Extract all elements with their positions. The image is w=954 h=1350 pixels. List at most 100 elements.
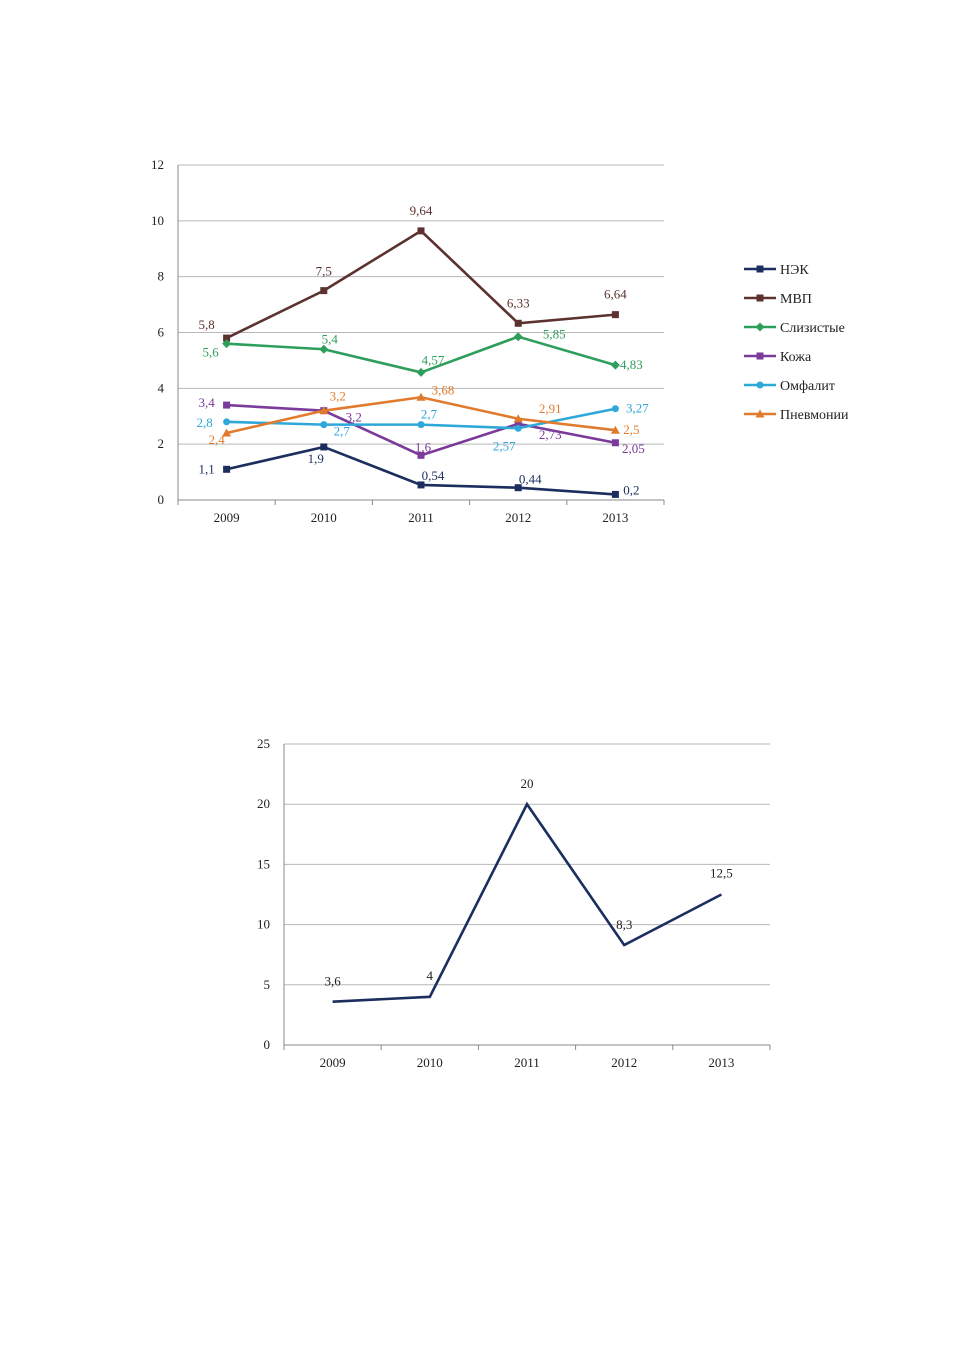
chart1-series-мвп-data-label: 5,8 [198, 317, 214, 332]
chart1-y-tick-label: 2 [158, 436, 165, 451]
chart1-series-пневмонии-point [416, 392, 426, 401]
chart1-series-мвп-point [514, 319, 522, 327]
chart2-y-tick-label: 20 [257, 796, 270, 811]
chart1-series-пневмонии-point [610, 425, 620, 434]
chart1-series-мвп-data-label: 6,33 [507, 295, 530, 310]
chart1-series-мвп-point [417, 227, 425, 235]
chart1-y-tick-label: 12 [151, 157, 164, 172]
chart2-series-1-data-label: 3,6 [324, 974, 341, 989]
chart1-legend-омфалит-marker [756, 381, 764, 389]
chart1-series-слизистые-point [416, 367, 426, 377]
chart1-series-омфалит-point [320, 421, 328, 429]
chart1-series-омфалит-data-label: 2,7 [334, 424, 351, 439]
chart1-series-мвп-data-label: 6,64 [604, 287, 627, 302]
chart1-legend-слизистые-label: Слизистые [780, 321, 845, 336]
chart2-x-tick-label: 2011 [514, 1055, 540, 1070]
chart1-legend-кожа-marker [756, 352, 764, 360]
chart1-series-слизистые-point [513, 332, 523, 342]
chart1-series-мвп-line [226, 229, 616, 340]
chart1-series-пневмонии-data-label: 2,4 [208, 432, 225, 447]
chart2-y-tick-label: 25 [257, 736, 270, 751]
chart1-legend-слизистые-marker [755, 322, 765, 332]
chart1-series-кожа-data-label: 1,6 [415, 439, 432, 454]
chart2-series-1-data-label: 12,5 [710, 866, 733, 881]
chart1-series-пневмонии-point [222, 428, 232, 437]
chart1-series-нэк-point [417, 481, 425, 489]
chart1-series-омфалит-data-label: 2,8 [196, 415, 212, 430]
chart1-series-мвп-point [611, 311, 619, 319]
chart1-series-нэк-point [514, 484, 522, 492]
chart1-y-tick-label: 8 [158, 269, 165, 284]
chart1-series-мвп-data-label: 9,64 [410, 203, 433, 218]
chart1-series-омфалит-data-label: 2,7 [421, 407, 438, 422]
chart1-y-tick-label: 0 [158, 492, 165, 507]
chart1-series-омфалит-point [611, 405, 619, 413]
chart1-series-слизистые-data-label: 4,57 [422, 352, 445, 367]
chart1-series-омфалит-data-label: 3,27 [626, 401, 649, 416]
chart1-legend-кожа-label: Кожа [780, 350, 812, 365]
chart1-series-мвп-data-label: 7,5 [316, 264, 332, 279]
chart1-legend-нэк-label: НЭК [780, 263, 809, 278]
chart1-series-нэк-point [223, 465, 231, 473]
chart2-y-tick-label: 5 [264, 977, 271, 992]
chart1-series-кожа-point [417, 451, 425, 459]
chart2-series-1-data-label: 20 [521, 776, 534, 791]
chart1-series-слизистые-data-label: 5,85 [543, 327, 566, 342]
chart1-legend-пневмонии-marker [755, 409, 765, 418]
chart2-x-tick-label: 2013 [708, 1055, 734, 1070]
chart1-series-пневмонии-data-label: 2,91 [539, 401, 562, 416]
chart2-y-tick-label: 10 [257, 917, 270, 932]
chart1-series-кожа-data-label: 2,05 [622, 441, 645, 456]
chart1-series-кожа-point [514, 420, 522, 428]
chart1-series-пневмонии-point [319, 406, 329, 415]
chart1-legend-омфалит-label: Омфалит [780, 379, 835, 394]
chart2-x-tick-label: 2012 [611, 1055, 637, 1070]
chart1-x-tick-label: 2011 [408, 510, 434, 525]
chart1-series-слизистые-point [222, 339, 232, 349]
chart2-x-tick-label: 2009 [320, 1055, 346, 1070]
chart1-y-tick-label: 10 [151, 213, 164, 228]
chart1-x-tick-label: 2009 [214, 510, 240, 525]
chart1-series-нэк-point [611, 490, 619, 498]
chart1-series-слизистые-data-label: 5,4 [322, 331, 339, 346]
chart1-series-слизистые-data-label: 4,83 [620, 357, 643, 372]
chart2-series-1-line [332, 801, 723, 1003]
chart1-series-кожа-data-label: 3,4 [198, 395, 215, 410]
chart1-legend-мвп-marker [756, 294, 764, 302]
chart1-series-пневмонии-data-label: 3,2 [330, 389, 346, 404]
chart1-legend-мвп-label: МВП [780, 292, 812, 307]
chart1-y-tick-label: 6 [158, 325, 165, 340]
chart1-legend-нэк-marker [756, 265, 764, 273]
chart-line-single-series: 0 5 10 15 20 25 2009 2010 2011 2012 2013 3,6 4 20 8,3 1… [257, 736, 771, 1070]
chart1-series-мвп-point [223, 334, 231, 342]
chart1-series-кожа-data-label: 2,73 [539, 427, 562, 442]
chart1-x-tick-label: 2012 [505, 510, 531, 525]
chart1-series-нэк-data-label: 1,9 [308, 451, 324, 466]
chart2-series-1-data-label: 8,3 [616, 917, 632, 932]
chart-line-infections-by-year: 0 2 4 6 8 10 12 2009 2010 2011 2012 2013 1,1 1,9 0,54 0… [151, 157, 849, 525]
chart2-y-tick-label: 15 [257, 856, 270, 871]
chart2-x-tick-label: 2010 [417, 1055, 443, 1070]
chart1-series-омфалит-point [514, 424, 522, 432]
chart1-y-tick-label: 4 [158, 380, 165, 395]
chart1-series-пневмонии-data-label: 3,68 [432, 382, 455, 397]
chart1-series-омфалит-point [417, 421, 425, 429]
chart1-series-кожа-data-label: 3,2 [346, 410, 362, 425]
chart2-series-1-data-label: 4 [427, 968, 434, 983]
chart1-series-кожа-point [223, 401, 231, 409]
chart1-series-нэк-point [320, 443, 328, 451]
chart1-x-tick-label: 2013 [602, 510, 628, 525]
chart1-x-tick-label: 2010 [311, 510, 337, 525]
chart1-series-слизистые-data-label: 5,6 [202, 345, 219, 360]
chart1-series-пневмонии-data-label: 2,5 [623, 422, 639, 437]
chart1-series-нэк-data-label: 1,1 [198, 461, 214, 476]
chart1-series-нэк-data-label: 0,2 [623, 482, 639, 497]
chart1-series-слизистые-point [319, 344, 329, 354]
chart1-series-нэк-data-label: 0,54 [422, 468, 445, 483]
chart1-series-омфалит-point [223, 418, 231, 426]
chart2-y-tick-label: 0 [264, 1037, 271, 1052]
chart1-series-кожа-point [611, 439, 619, 447]
chart1-legend-пневмонии-label: Пневмонии [780, 408, 849, 423]
chart1-series-слизистые-point [610, 360, 620, 370]
chart1-series-омфалит-data-label: 2,57 [493, 438, 516, 453]
